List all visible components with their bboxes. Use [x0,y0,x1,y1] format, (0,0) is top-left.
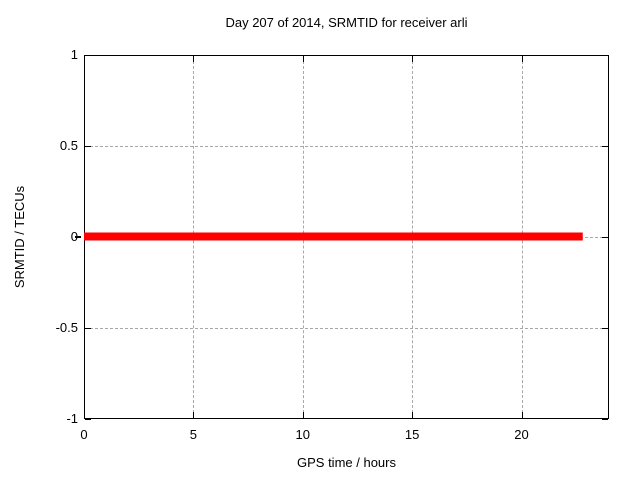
h-gridline [85,328,608,329]
x-tick-mark-top [412,56,414,62]
x-tick-mark-top [302,56,304,62]
x-tick-mark-top [521,56,523,62]
x-tick-mark-top [84,56,85,62]
y-tick-label: -1 [66,411,78,426]
y-tick-label: 0 [18,229,78,245]
x-tick-mark-bottom [521,412,523,418]
y-tick-mark-right [602,237,608,238]
x-tick-mark-bottom [84,412,85,418]
y-tick-label: 1 [70,47,78,62]
x-tick-label: 5 [189,427,197,442]
h-gridline [85,146,608,147]
y-tick-mark-left [85,146,91,147]
chart-title: Day 207 of 2014, SRMTID for receiver arl… [225,15,468,30]
y-tick-mark-left [85,55,91,56]
y-tick-label: 0.5 [59,138,78,153]
y-tick-mark-left [85,419,91,420]
y-tick-mark-right [602,419,608,420]
x-tick-mark-bottom [412,412,414,418]
x-axis-label: GPS time / hours [297,455,396,470]
y-tick-mark-right [602,328,608,329]
y-tick-mark-right [602,55,608,56]
y-zero-outward-tick [75,236,81,238]
x-tick-mark-bottom [302,412,304,418]
y-tick-mark-right [602,146,608,147]
y-tick-mark-left [85,328,91,329]
x-tick-label: 0 [80,427,88,442]
x-tick-label: 15 [404,427,420,442]
x-tick-label: 10 [295,427,310,442]
y-tick-label: -0.5 [55,320,78,335]
x-tick-mark-top [193,56,195,62]
x-tick-label: 20 [514,427,529,442]
x-tick-mark-bottom [193,412,195,418]
